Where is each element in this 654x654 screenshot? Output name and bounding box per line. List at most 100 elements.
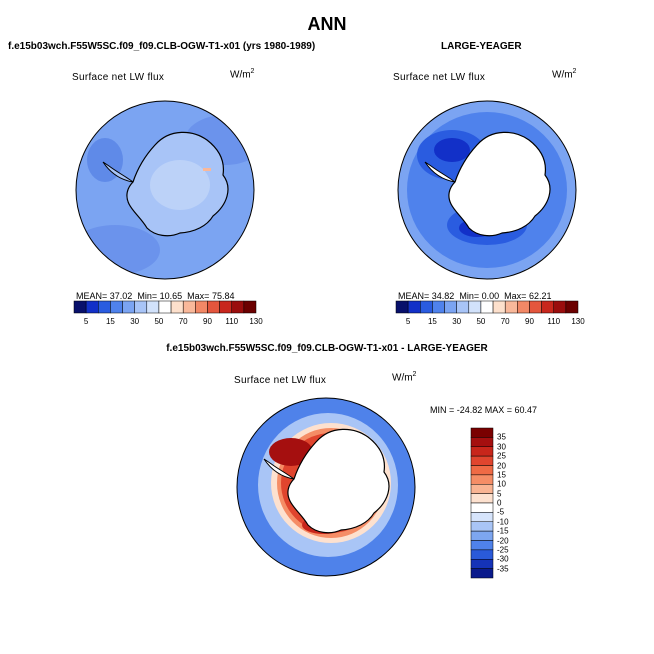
panel1-variable-label: Surface net LW flux [72, 72, 165, 83]
panel2-colorbar-tick-label: 70 [500, 317, 510, 326]
difference-colorbar-swatch [470, 502, 494, 513]
panel1-colorbar-swatch [243, 300, 257, 314]
panel1-colorbar-swatch [231, 300, 245, 314]
panel2-colorbar-tick-label: 90 [525, 317, 534, 326]
panel2-variable-label: Surface net LW flux [393, 72, 486, 83]
panel2-colorbar-swatch [565, 300, 579, 314]
difference-colorbar-swatch [470, 559, 494, 569]
panel2-antarctica-outline [448, 131, 551, 237]
difference-colorbar-swatch [470, 465, 494, 476]
panel1-interior-patch [150, 160, 210, 210]
panel1-map-border [75, 100, 255, 280]
panel1-field-patch [76, 225, 160, 275]
panel2-colorbar-swatch [492, 300, 506, 314]
difference-stats: MIN = -24.82 MAX = 60.47 [430, 405, 538, 415]
panel1-peninsula-outline [102, 161, 134, 183]
panel1-colorbar-swatch [219, 300, 232, 314]
panel2-colorbar-swatch [420, 300, 433, 314]
panel1-colorbar-swatch [122, 300, 135, 314]
panel1-colorbar-swatch [170, 300, 184, 314]
panel2-peninsula-outline [424, 161, 456, 183]
difference-peninsula-outline [263, 458, 295, 480]
difference-colorbar-tick-label: 25 [497, 451, 506, 461]
panel2-colorbar-tick-label: 30 [452, 317, 462, 326]
difference-colorbar-swatch [470, 521, 494, 532]
difference-colorbar [470, 427, 494, 579]
panel1-stats: MEAN= 37.02 Min= 10.65 Max= 75.84 [76, 291, 235, 301]
panel1-colorbar-swatch [134, 300, 148, 314]
panel2-colorbar [395, 300, 579, 314]
panel2-colorbar-tick-label: 5 [405, 317, 411, 326]
panel1-colorbar-swatch [98, 300, 111, 314]
panel1-colorbar-tick-label: 50 [154, 317, 164, 326]
difference-colorbar-swatch [470, 568, 494, 579]
panel1-colorbar-swatch [110, 300, 123, 314]
panel2-colorbar-swatch [553, 300, 567, 314]
panel1-case-title: f.e15b03wch.F55W5SC.f09_f09.CLB-OGW-T1-x… [8, 41, 316, 52]
panel1-colorbar [73, 300, 257, 314]
panel2-polar-map [397, 100, 577, 280]
difference-colorbar-swatch [470, 549, 494, 560]
difference-colorbar-tick-label: 30 [497, 442, 506, 452]
difference-colorbar-tick-label: 20 [497, 461, 506, 470]
difference-colorbar-swatch [470, 437, 494, 447]
panel1-colorbar-tick-label: 15 [105, 317, 115, 326]
main-title: ANN [307, 14, 347, 34]
difference-colorbar-swatch [470, 474, 494, 485]
panel1-polar-map [75, 100, 255, 280]
panel2-colorbar-labels: 5 15 30 50 70 90 110 130 [396, 317, 585, 327]
difference-variable-label: Surface net LW flux [234, 375, 327, 386]
difference-colorbar-swatch [470, 530, 494, 541]
panel2-stats: MEAN= 34.82 Min= 0.00 Max= 62.21 [398, 291, 552, 301]
difference-colorbar-tick-label: 15 [497, 470, 506, 480]
panel2-colorbar-swatch [468, 300, 482, 314]
panel2-colorbar-swatch [504, 300, 518, 314]
panel2-colorbar-swatch [395, 300, 409, 314]
panel1-units: W/m2 [230, 68, 255, 81]
panel1-colorbar-swatch [158, 300, 172, 314]
difference-colorbar-swatch [470, 446, 494, 457]
panel1-colorbar-tick-label: 5 [83, 317, 89, 326]
panel1-colorbar-swatch [182, 300, 196, 314]
difference-colorbar-tick-label: 35 [497, 432, 506, 442]
panel1-colorbar-labels: 5 15 30 50 70 90 110 130 [74, 317, 263, 327]
panel1-colorbar-tick-label: 30 [130, 317, 140, 326]
panel2-colorbar-swatch [407, 300, 421, 314]
difference-colorbar-tick-label: -15 [497, 526, 509, 536]
panel1-colorbar-tick-label: 70 [178, 317, 188, 326]
panel1-colorbar-swatch [195, 300, 208, 314]
panel1-colorbar-swatch [85, 300, 99, 314]
panel2-colorbar-tick-label: 110 [547, 317, 561, 326]
difference-colorbar-swatch [470, 455, 494, 466]
difference-hot-spot [269, 438, 313, 466]
panel1-colorbar-swatch [146, 300, 160, 314]
difference-colorbar-tick-label: -20 [497, 536, 509, 545]
panel2-colorbar-swatch [432, 300, 445, 314]
panel2-map-border [397, 100, 577, 280]
difference-colorbar-tick-label: 5 [497, 489, 502, 499]
panel1-colorbar-swatch [207, 300, 220, 314]
panel2-colorbar-tick-label: 15 [427, 317, 437, 326]
panel2-colorbar-swatch [517, 300, 530, 314]
difference-map-border [236, 397, 416, 577]
panel2-colorbar-swatch [444, 300, 457, 314]
difference-colorbar-tick-label: -10 [497, 517, 509, 527]
difference-colorbar-tick-label: -35 [497, 564, 509, 574]
difference-colorbar-tick-label: 0 [497, 498, 502, 508]
difference-colorbar-labels: 35 30 25 20 15 10 5 0 -5 -10 -15 -20 -25 -30 -35 [497, 428, 527, 578]
difference-units: W/m2 [392, 371, 417, 384]
difference-title: f.e15b03wch.F55W5SC.f09_f09.CLB-OGW-T1-x… [166, 343, 488, 354]
panel1-colorbar-tick-label: 110 [225, 317, 239, 326]
panel2-units: W/m2 [552, 68, 577, 81]
panel2-colorbar-tick-label: 50 [476, 317, 486, 326]
difference-colorbar-swatch [470, 484, 494, 494]
panel2-colorbar-tick-label: 130 [571, 317, 585, 326]
difference-polar-map [236, 397, 416, 577]
panel1-colorbar-tick-label: 90 [203, 317, 212, 326]
difference-colorbar-tick-label: -25 [497, 545, 509, 555]
panel2-case-title: LARGE-YEAGER [441, 41, 522, 52]
difference-colorbar-tick-label: 10 [497, 479, 506, 489]
panel1-warm-spot [203, 168, 211, 171]
difference-antarctica-outline [287, 428, 390, 534]
difference-colorbar-swatch [470, 493, 494, 504]
